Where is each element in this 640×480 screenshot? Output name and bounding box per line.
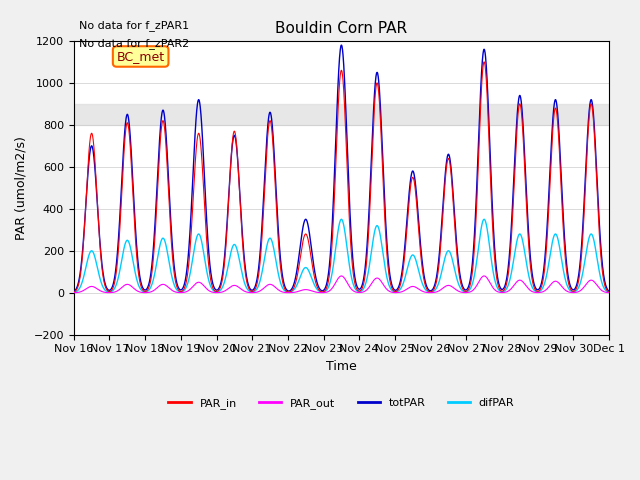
Line: difPAR: difPAR: [74, 219, 609, 292]
totPAR: [369, 130, 376, 136]
difPAR: [605, 289, 613, 295]
Text: BC_met: BC_met: [116, 50, 164, 63]
totPAR: [338, 42, 346, 48]
PAR_out: [219, 289, 227, 295]
PAR_in: [573, 285, 580, 290]
difPAR: [356, 288, 364, 294]
difPAR: [497, 288, 505, 294]
PAR_out: [369, 279, 376, 285]
PAR_in: [605, 289, 613, 295]
Text: No data for f_zPAR2: No data for f_zPAR2: [79, 38, 189, 49]
difPAR: [70, 289, 77, 295]
PAR_out: [70, 290, 77, 296]
PAR_in: [356, 288, 364, 293]
X-axis label: Time: Time: [326, 360, 356, 373]
Bar: [74, 104, 609, 125]
PAR_in: [497, 288, 505, 294]
Y-axis label: PAR (umol/m2/s): PAR (umol/m2/s): [15, 136, 28, 240]
totPAR: [605, 288, 613, 294]
totPAR: [573, 282, 580, 288]
Line: PAR_out: PAR_out: [74, 276, 609, 293]
difPAR: [219, 283, 227, 289]
difPAR: [573, 288, 580, 293]
Line: PAR_in: PAR_in: [74, 62, 609, 292]
PAR_out: [497, 289, 505, 295]
totPAR: [357, 285, 365, 291]
PAR_out: [573, 289, 580, 295]
PAR_in: [219, 273, 227, 278]
PAR_in: [480, 59, 488, 65]
PAR_in: [70, 289, 77, 295]
PAR_in: [369, 150, 376, 156]
difPAR: [480, 216, 488, 222]
PAR_out: [558, 284, 566, 289]
totPAR: [497, 286, 505, 291]
totPAR: [70, 289, 77, 295]
difPAR: [369, 243, 376, 249]
totPAR: [219, 268, 227, 274]
PAR_out: [605, 290, 613, 296]
PAR_in: [558, 200, 566, 205]
Legend: PAR_in, PAR_out, totPAR, difPAR: PAR_in, PAR_out, totPAR, difPAR: [164, 393, 519, 413]
Line: totPAR: totPAR: [74, 45, 609, 292]
Text: No data for f_zPAR1: No data for f_zPAR1: [79, 20, 189, 31]
totPAR: [558, 187, 566, 193]
PAR_out: [356, 289, 364, 295]
PAR_out: [480, 273, 488, 279]
difPAR: [558, 259, 566, 264]
Title: Bouldin Corn PAR: Bouldin Corn PAR: [275, 21, 408, 36]
